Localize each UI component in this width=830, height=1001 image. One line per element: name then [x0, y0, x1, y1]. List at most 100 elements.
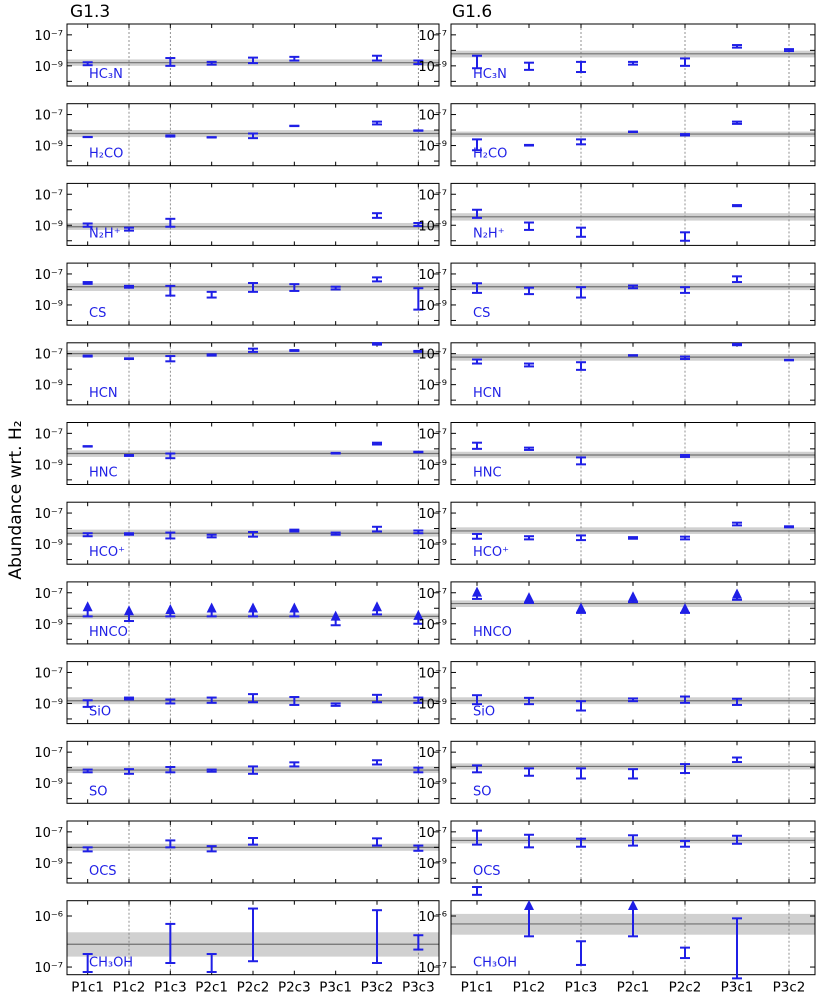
- x-tick-label: P1c1: [461, 980, 494, 996]
- molecule-label: HCN: [89, 386, 118, 401]
- y-tick-label: 10⁻⁹: [34, 697, 63, 712]
- x-tick-label: P2c1: [195, 980, 228, 996]
- molecule-label: CS: [473, 306, 490, 321]
- molecule-label: HNCO: [473, 625, 512, 640]
- data-point-p2c2: [680, 537, 690, 540]
- y-tick-label: 10⁻⁹: [34, 140, 63, 155]
- molecule-label: HNCO: [89, 625, 128, 640]
- x-tick-label: P1c2: [113, 980, 146, 996]
- panel-g13-hcn: 10⁻⁹ 10⁻⁷ HC₃N: [34, 24, 439, 86]
- molecule-label: OCS: [473, 864, 501, 879]
- data-point-p2c1: [628, 591, 638, 602]
- data-point-p2c1: [628, 537, 638, 539]
- y-tick-label: 10⁻⁷: [34, 961, 63, 976]
- data-point-p2c1: [207, 954, 217, 972]
- y-tick-label: 10⁻⁷: [34, 746, 63, 761]
- y-tick-label: 10⁻⁹: [418, 140, 447, 155]
- y-tick-label: 10⁻⁷: [418, 666, 447, 681]
- data-point-p1c2: [124, 533, 134, 535]
- data-point-p3c1: [732, 523, 742, 526]
- y-tick-label: 10⁻⁷: [34, 507, 63, 522]
- data-point-p3c2: [372, 760, 382, 764]
- data-point-p3c2: [372, 56, 382, 61]
- x-tick-label: P1c2: [513, 980, 546, 996]
- lower-limit-arrow: [472, 587, 482, 597]
- y-tick-label: 10⁻⁹: [418, 458, 447, 473]
- molecule-label: N₂H⁺: [473, 226, 505, 241]
- y-tick-label: 10⁻⁹: [34, 60, 63, 75]
- data-point-p3c2: [784, 360, 794, 361]
- data-point-p1c3: [576, 228, 586, 237]
- lower-limit-arrow: [207, 603, 217, 613]
- lower-limit-arrow: [628, 900, 638, 910]
- lower-limit-arrow: [524, 900, 534, 910]
- molecule-label: H₂CO: [89, 147, 123, 162]
- lower-limit-arrow: [372, 601, 382, 611]
- lower-limit-arrow: [83, 601, 93, 611]
- data-point-p1c1: [472, 887, 482, 895]
- panel-frame: [67, 662, 439, 724]
- panel-g13-hnco: 10⁻⁹ 10⁻⁷ HNCO: [34, 582, 439, 644]
- data-point-p1c2: [524, 223, 534, 230]
- panel-frame: [67, 821, 439, 883]
- data-point-p3c2: [372, 527, 382, 532]
- data-point-p1c3: [576, 62, 586, 72]
- y-tick-label: 10⁻⁷: [34, 826, 63, 841]
- y-tick-label: 10⁻⁷: [34, 587, 63, 602]
- panel-frame: [451, 662, 815, 724]
- molecule-label: CS: [89, 306, 106, 321]
- y-tick-label: 10⁻⁹: [34, 618, 63, 633]
- data-point-p1c1: [472, 443, 482, 449]
- data-point-p3c1: [732, 276, 742, 282]
- panel-g13-cs: 10⁻⁹10⁻⁷CS: [34, 263, 439, 325]
- y-tick-label: 10⁻⁷: [34, 268, 63, 283]
- y-tick-label: 10⁻⁷: [34, 29, 63, 44]
- y-tick-label: 10⁻⁹: [418, 777, 447, 792]
- x-tick-label: P3c1: [721, 980, 754, 996]
- data-point-p1c1: [472, 359, 482, 363]
- data-point-p1c2: [524, 145, 534, 146]
- y-tick-label: 10⁻⁶: [34, 910, 63, 925]
- x-tick-label: P3c2: [361, 980, 394, 996]
- y-tick-label: 10⁻⁷: [418, 961, 447, 976]
- x-tick-label: P2c3: [278, 980, 311, 996]
- x-tick-label: P1c3: [154, 980, 187, 996]
- molecule-label: H₂CO: [473, 147, 507, 162]
- y-tick-label: 10⁻⁷: [34, 348, 63, 363]
- x-tick-label: P3c1: [319, 980, 352, 996]
- data-point-p2c3: [289, 57, 299, 61]
- y-tick-label: 10⁻⁷: [418, 348, 447, 363]
- data-point-p1c2: [124, 698, 134, 700]
- y-tick-label: 10⁻⁷: [418, 427, 447, 442]
- lower-limit-arrow: [124, 605, 134, 615]
- data-point-p1c2: [524, 448, 534, 450]
- data-point-p2c2: [680, 455, 690, 457]
- y-tick-label: 10⁻⁷: [34, 666, 63, 681]
- molecule-label: HNC: [473, 466, 502, 481]
- panel-frame: [451, 821, 815, 883]
- data-point-p2c3: [289, 350, 299, 351]
- y-tick-label: 10⁻⁹: [418, 219, 447, 234]
- data-point-p3c2: [372, 443, 382, 445]
- molecule-label: CH₃OH: [473, 956, 517, 971]
- data-point-p3c1: [732, 589, 742, 600]
- molecule-label: HC₃N: [89, 67, 123, 82]
- data-point-p3c2: [372, 601, 382, 614]
- data-point-p3c2: [372, 213, 382, 218]
- data-point-p1c3: [165, 135, 175, 136]
- panel-g16-cs: 10⁻⁹10⁻⁷CS: [418, 263, 815, 325]
- lower-limit-arrow: [165, 604, 175, 614]
- panel-frame: [67, 24, 439, 86]
